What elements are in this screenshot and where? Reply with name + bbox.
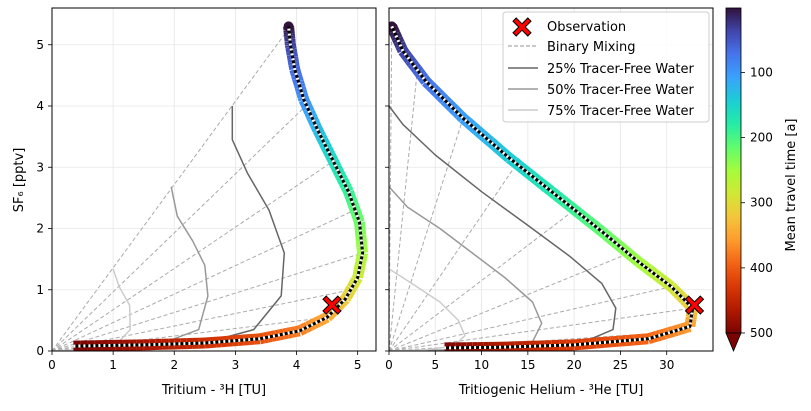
binary-mixing-line <box>389 252 630 351</box>
right-xlabel: Tritiogenic Helium - ³He [TU] <box>458 383 644 398</box>
left-grid <box>51 8 376 352</box>
colorbar-ticks: 100 200 300 400 500 <box>741 65 773 340</box>
x-tick-label: 2 <box>170 358 178 372</box>
binary-mixing-line <box>52 209 355 351</box>
y-tick-label: 4 <box>36 99 44 113</box>
legend-entry-tf25: 25% Tracer-Free Water <box>547 62 695 77</box>
left-ylabel: SF₆ [pptv] <box>12 148 27 213</box>
y-tick-label: 2 <box>36 222 44 236</box>
x-tick-label: 15 <box>520 358 535 372</box>
legend-entry-observation: Observation <box>547 20 626 35</box>
model-curve-cap <box>283 21 294 32</box>
binary-mixing-line <box>52 160 334 351</box>
binary-mixing-line <box>389 118 464 351</box>
binary-mixing-line <box>389 160 520 351</box>
tracer-free-75-curve <box>389 268 466 351</box>
legend-observation-marker <box>512 17 532 37</box>
legend-entry-tf50: 50% Tracer-Free Water <box>547 83 695 98</box>
legend: Observation Binary Mixing 25% Tracer-Fre… <box>502 11 710 123</box>
legend-observation-x-icon <box>512 17 532 37</box>
colorbar-tick-label: 300 <box>750 196 773 210</box>
left-plot-area <box>52 21 369 351</box>
right-plot-frame <box>388 7 714 352</box>
x-tick-label: 5 <box>354 358 362 372</box>
observation-marker <box>684 295 705 315</box>
colorbar-body <box>725 7 742 334</box>
y-tick-label: 1 <box>36 283 44 297</box>
binary-mixing-line <box>389 307 693 351</box>
left-axis-ticks: 0 1 2 3 4 5 0 1 2 3 4 5 <box>36 38 361 372</box>
x-tick-label: 25 <box>613 358 628 372</box>
colorbar-tick-label: 500 <box>750 326 773 340</box>
y-tick-label: 0 <box>36 344 44 358</box>
x-tick-label: 30 <box>659 358 674 372</box>
y-tick-label: 3 <box>36 160 44 174</box>
binary-mixing-line <box>52 26 291 351</box>
x-tick-label: 3 <box>232 358 240 372</box>
left-plot-frame <box>51 7 377 352</box>
y-tick-label: 5 <box>36 38 44 52</box>
x-tick-label: 10 <box>474 358 489 372</box>
x-tick-label: 0 <box>385 358 393 372</box>
legend-entry-binary-mixing: Binary Mixing <box>547 40 636 55</box>
colorbar-extend-arrow <box>725 332 742 353</box>
binary-mixing-line <box>52 252 363 351</box>
x-tick-label: 1 <box>109 358 117 372</box>
colorbar: 100 200 300 400 500 Mean travel time [a] <box>725 7 799 353</box>
model-curve-outline <box>73 26 365 348</box>
left-panel: 0 1 2 3 4 5 0 1 2 3 4 5 Tritium - ³H [TU] SF₆ [pptv… <box>12 7 377 398</box>
model-curve-outline <box>390 25 695 350</box>
x-tick-label: 4 <box>293 358 301 372</box>
colorbar-tick-label: 200 <box>750 131 773 145</box>
binary-mixing-line <box>52 105 307 351</box>
colorbar-tick-label: 100 <box>750 65 773 79</box>
right-plot-area <box>389 21 705 351</box>
x-tick-label: 20 <box>567 358 582 372</box>
colorbar-tick-label: 400 <box>750 261 773 275</box>
x-tick-label: 0 <box>48 358 56 372</box>
legend-entry-tf75: 75% Tracer-Free Water <box>547 104 695 119</box>
observation-marker <box>322 295 342 315</box>
left-xlabel: Tritium - ³H [TU] <box>161 383 266 398</box>
x-tick-label: 5 <box>431 358 439 372</box>
right-axis-ticks: 0 5 10 15 20 25 30 <box>385 44 674 372</box>
left-plot-background <box>52 8 376 351</box>
colorbar-label: Mean travel time [a] <box>784 118 799 251</box>
binary-mixing-line <box>389 75 418 351</box>
binary-mixing-line <box>389 286 672 351</box>
legend-box <box>502 11 710 123</box>
